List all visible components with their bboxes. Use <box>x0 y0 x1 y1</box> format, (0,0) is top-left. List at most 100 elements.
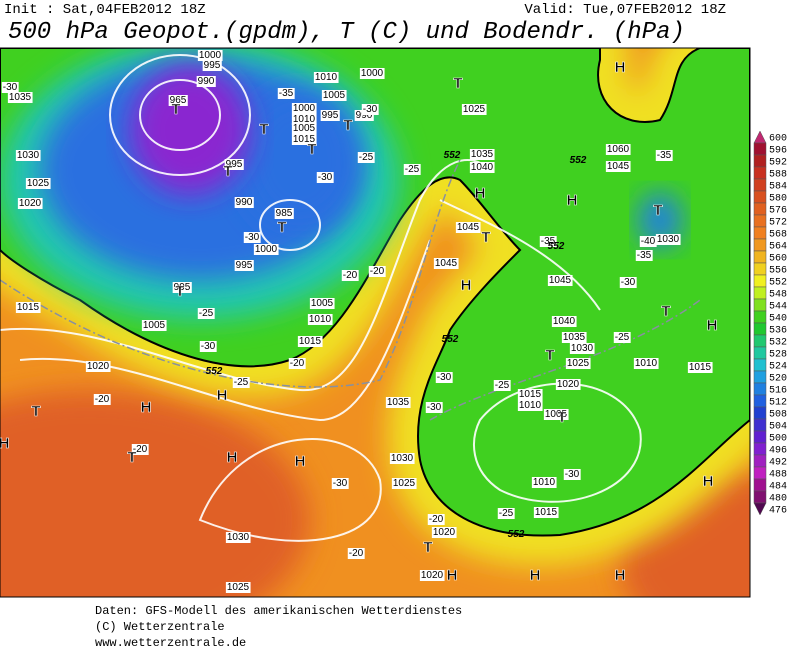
label-box <box>85 361 111 372</box>
label-box <box>141 320 167 331</box>
pressure-label: 1015 <box>293 134 316 145</box>
label-box <box>403 164 421 175</box>
high-marker: H <box>703 473 714 490</box>
legend-swatch <box>753 298 767 312</box>
label-box <box>389 453 415 464</box>
legend-swatch <box>753 346 767 360</box>
legend-label: 476 <box>769 506 787 517</box>
low-marker: T <box>259 121 268 138</box>
label-box <box>565 358 591 369</box>
low-marker: T <box>343 117 352 134</box>
legend-swatch <box>753 130 767 144</box>
legend-label: 532 <box>769 338 787 349</box>
pressure-label: 1005 <box>293 123 316 134</box>
legend-label: 592 <box>769 158 787 169</box>
legend-label: 576 <box>769 206 787 217</box>
label-box <box>361 104 379 115</box>
pressure-label: 1010 <box>533 477 556 488</box>
pressure-label: 990 <box>236 197 253 208</box>
high-marker: H <box>707 317 718 334</box>
footer-line: (C) Wetterzentrale <box>95 620 225 634</box>
pressure-label: 990 <box>356 110 373 121</box>
pressure-label: 1005 <box>323 90 346 101</box>
pressure-label: 1035 <box>9 92 32 103</box>
map-labels: 1035103010251020101510201005100099599096… <box>0 50 718 593</box>
pressure-label: 1010 <box>519 400 542 411</box>
pressure-label: 1035 <box>471 149 494 160</box>
low-marker: T <box>545 347 554 364</box>
label-box <box>561 332 587 343</box>
footer-line: Daten: GFS-Modell des amerikanischen Wet… <box>95 604 462 618</box>
legend-label: 580 <box>769 194 787 205</box>
label-box <box>497 508 515 519</box>
label-box <box>551 316 577 327</box>
label-box <box>391 478 417 489</box>
legend-swatch <box>753 322 767 336</box>
legend-swatch <box>753 214 767 228</box>
pressure-label: 965 <box>170 95 187 106</box>
high-marker: H <box>295 453 306 470</box>
high-marker: H <box>615 567 626 584</box>
legend-swatch <box>753 358 767 372</box>
label-box <box>425 402 443 413</box>
legend-swatch <box>753 166 767 180</box>
low-marker: T <box>557 409 566 426</box>
temperature-label: -30 <box>621 277 636 288</box>
label-box <box>547 275 573 286</box>
map-background <box>0 48 750 597</box>
legend-swatch <box>753 190 767 204</box>
pressure-label: 1015 <box>535 507 558 518</box>
pressure-label: 1025 <box>567 358 590 369</box>
legend-label: 480 <box>769 494 787 505</box>
footer-line: www.wetterzentrale.de <box>95 636 246 648</box>
label-box <box>196 76 216 87</box>
legend-swatch <box>753 310 767 324</box>
legend-swatch <box>753 418 767 432</box>
legend-label: 584 <box>769 182 787 193</box>
temperature-label: -20 <box>370 266 385 277</box>
label-box <box>288 358 306 369</box>
temperature-label: -40 <box>641 236 656 247</box>
label-box <box>357 152 375 163</box>
pressure-label: 1030 <box>227 532 250 543</box>
label-box <box>291 134 317 145</box>
label-box <box>224 159 244 170</box>
legend-swatch <box>753 238 767 252</box>
temperature-label: -25 <box>234 377 249 388</box>
legend-swatch <box>753 502 767 516</box>
legend-label: 520 <box>769 374 787 385</box>
legend-label: 508 <box>769 410 787 421</box>
label-box <box>543 409 569 420</box>
temperature-label: -20 <box>133 444 148 455</box>
label-box <box>461 104 487 115</box>
legend-swatch <box>753 262 767 276</box>
pressure-label: 1035 <box>563 332 586 343</box>
temperature-label: -30 <box>318 172 333 183</box>
pressure-label: 1025 <box>393 478 416 489</box>
pressure-label: 1010 <box>293 114 316 125</box>
label-box <box>15 150 41 161</box>
high-marker: H <box>567 192 578 209</box>
high-marker: H <box>141 399 152 416</box>
legend-swatch <box>753 178 767 192</box>
low-marker: T <box>481 229 490 246</box>
label-box <box>225 582 251 593</box>
legend-swatch <box>753 382 767 396</box>
pressure-label: 1035 <box>387 397 410 408</box>
label-box <box>613 332 631 343</box>
label-box <box>419 570 445 581</box>
pressure-label: 1045 <box>549 275 572 286</box>
pressure-label: 1030 <box>657 234 680 245</box>
pressure-label: 1010 <box>309 314 332 325</box>
legend-label: 600 <box>769 134 787 145</box>
pressure-label: 995 <box>322 110 339 121</box>
legend-label: 544 <box>769 302 787 313</box>
label-box <box>533 507 559 518</box>
temperature-label: -35 <box>279 88 294 99</box>
label-box <box>633 358 659 369</box>
label-box <box>455 222 481 233</box>
label-box <box>291 103 317 114</box>
pressure-label: 1020 <box>87 361 110 372</box>
high-marker: H <box>475 185 486 202</box>
